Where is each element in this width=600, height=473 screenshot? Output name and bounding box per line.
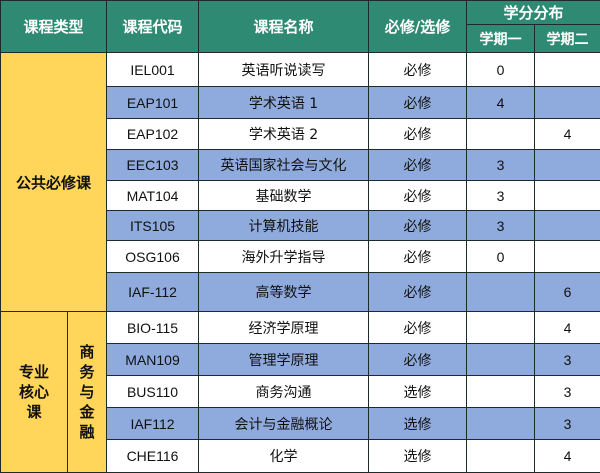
course-name: 英语国家社会与文化 bbox=[199, 150, 369, 181]
course-code: EEC103 bbox=[107, 150, 199, 181]
course-name: 英语听说读写 bbox=[199, 53, 369, 87]
credit-term2: 4 bbox=[535, 119, 600, 150]
course-required: 必修 bbox=[369, 211, 467, 241]
group-core-sub-label: 商务与金融 bbox=[79, 342, 95, 442]
course-code: IEL001 bbox=[107, 53, 199, 87]
credit-term1 bbox=[467, 344, 535, 376]
course-required: 必修 bbox=[369, 119, 467, 150]
course-name: 管理学原理 bbox=[199, 344, 369, 376]
course-name: 海外升学指导 bbox=[199, 241, 369, 273]
course-code: BUS110 bbox=[107, 376, 199, 408]
header-term2: 学期二 bbox=[535, 25, 600, 53]
course-required: 必修 bbox=[369, 312, 467, 344]
course-required: 必修 bbox=[369, 273, 467, 312]
credit-term2 bbox=[535, 53, 600, 87]
credit-term1: 3 bbox=[467, 211, 535, 241]
credit-term2 bbox=[535, 211, 600, 241]
course-name: 高等数学 bbox=[199, 273, 369, 312]
credit-term2 bbox=[535, 181, 600, 211]
credit-term1 bbox=[467, 440, 535, 473]
course-code: EAP101 bbox=[107, 87, 199, 119]
group-core-sub: 商务与金融 bbox=[68, 312, 107, 473]
credit-term2 bbox=[535, 87, 600, 119]
course-name: 基础数学 bbox=[199, 181, 369, 211]
course-required: 选修 bbox=[369, 408, 467, 440]
course-code: CHE116 bbox=[107, 440, 199, 473]
credit-term1 bbox=[467, 312, 535, 344]
credit-term1: 0 bbox=[467, 241, 535, 273]
credit-term2: 3 bbox=[535, 376, 600, 408]
credit-term1 bbox=[467, 119, 535, 150]
credit-term1 bbox=[467, 376, 535, 408]
course-name: 会计与金融概论 bbox=[199, 408, 369, 440]
credit-term1 bbox=[467, 408, 535, 440]
credit-term1: 3 bbox=[467, 150, 535, 181]
course-name: 化学 bbox=[199, 440, 369, 473]
group-core-label: 专业核心课 bbox=[16, 362, 52, 422]
credit-term1 bbox=[467, 273, 535, 312]
credit-term2: 3 bbox=[535, 344, 600, 376]
course-required: 必修 bbox=[369, 241, 467, 273]
course-code: EAP102 bbox=[107, 119, 199, 150]
course-code: IAF112 bbox=[107, 408, 199, 440]
course-code: MAT104 bbox=[107, 181, 199, 211]
course-name: 商务沟通 bbox=[199, 376, 369, 408]
course-required: 选修 bbox=[369, 376, 467, 408]
course-code: IAF-112 bbox=[107, 273, 199, 312]
group-core: 专业核心课 bbox=[1, 312, 68, 473]
course-required: 选修 bbox=[369, 440, 467, 473]
course-code: MAN109 bbox=[107, 344, 199, 376]
header-credits: 学分分布 bbox=[467, 1, 600, 25]
course-required: 必修 bbox=[369, 53, 467, 87]
credit-term2: 4 bbox=[535, 440, 600, 473]
course-required: 必修 bbox=[369, 87, 467, 119]
credit-term1: 0 bbox=[467, 53, 535, 87]
course-required: 必修 bbox=[369, 344, 467, 376]
course-name: 学术英语 2 bbox=[199, 119, 369, 150]
credit-term1: 4 bbox=[467, 87, 535, 119]
header-required: 必修/选修 bbox=[369, 1, 467, 53]
group-public: 公共必修课 bbox=[1, 53, 107, 312]
credit-term1: 3 bbox=[467, 181, 535, 211]
course-required: 必修 bbox=[369, 181, 467, 211]
course-code: ITS105 bbox=[107, 211, 199, 241]
course-code: OSG106 bbox=[107, 241, 199, 273]
header-type: 课程类型 bbox=[1, 1, 107, 53]
credit-term2: 4 bbox=[535, 312, 600, 344]
credit-term2: 3 bbox=[535, 408, 600, 440]
course-name: 经济学原理 bbox=[199, 312, 369, 344]
header-code: 课程代码 bbox=[107, 1, 199, 53]
course-required: 必修 bbox=[369, 150, 467, 181]
header-name: 课程名称 bbox=[199, 1, 369, 53]
header-term1: 学期一 bbox=[467, 25, 535, 53]
course-code: BIO-115 bbox=[107, 312, 199, 344]
credit-term2 bbox=[535, 150, 600, 181]
course-name: 计算机技能 bbox=[199, 211, 369, 241]
credit-term2: 6 bbox=[535, 273, 600, 312]
course-name: 学术英语 1 bbox=[199, 87, 369, 119]
credit-term2 bbox=[535, 241, 600, 273]
header-row: 课程类型 课程代码 课程名称 必修/选修 学分分布 bbox=[1, 1, 600, 25]
